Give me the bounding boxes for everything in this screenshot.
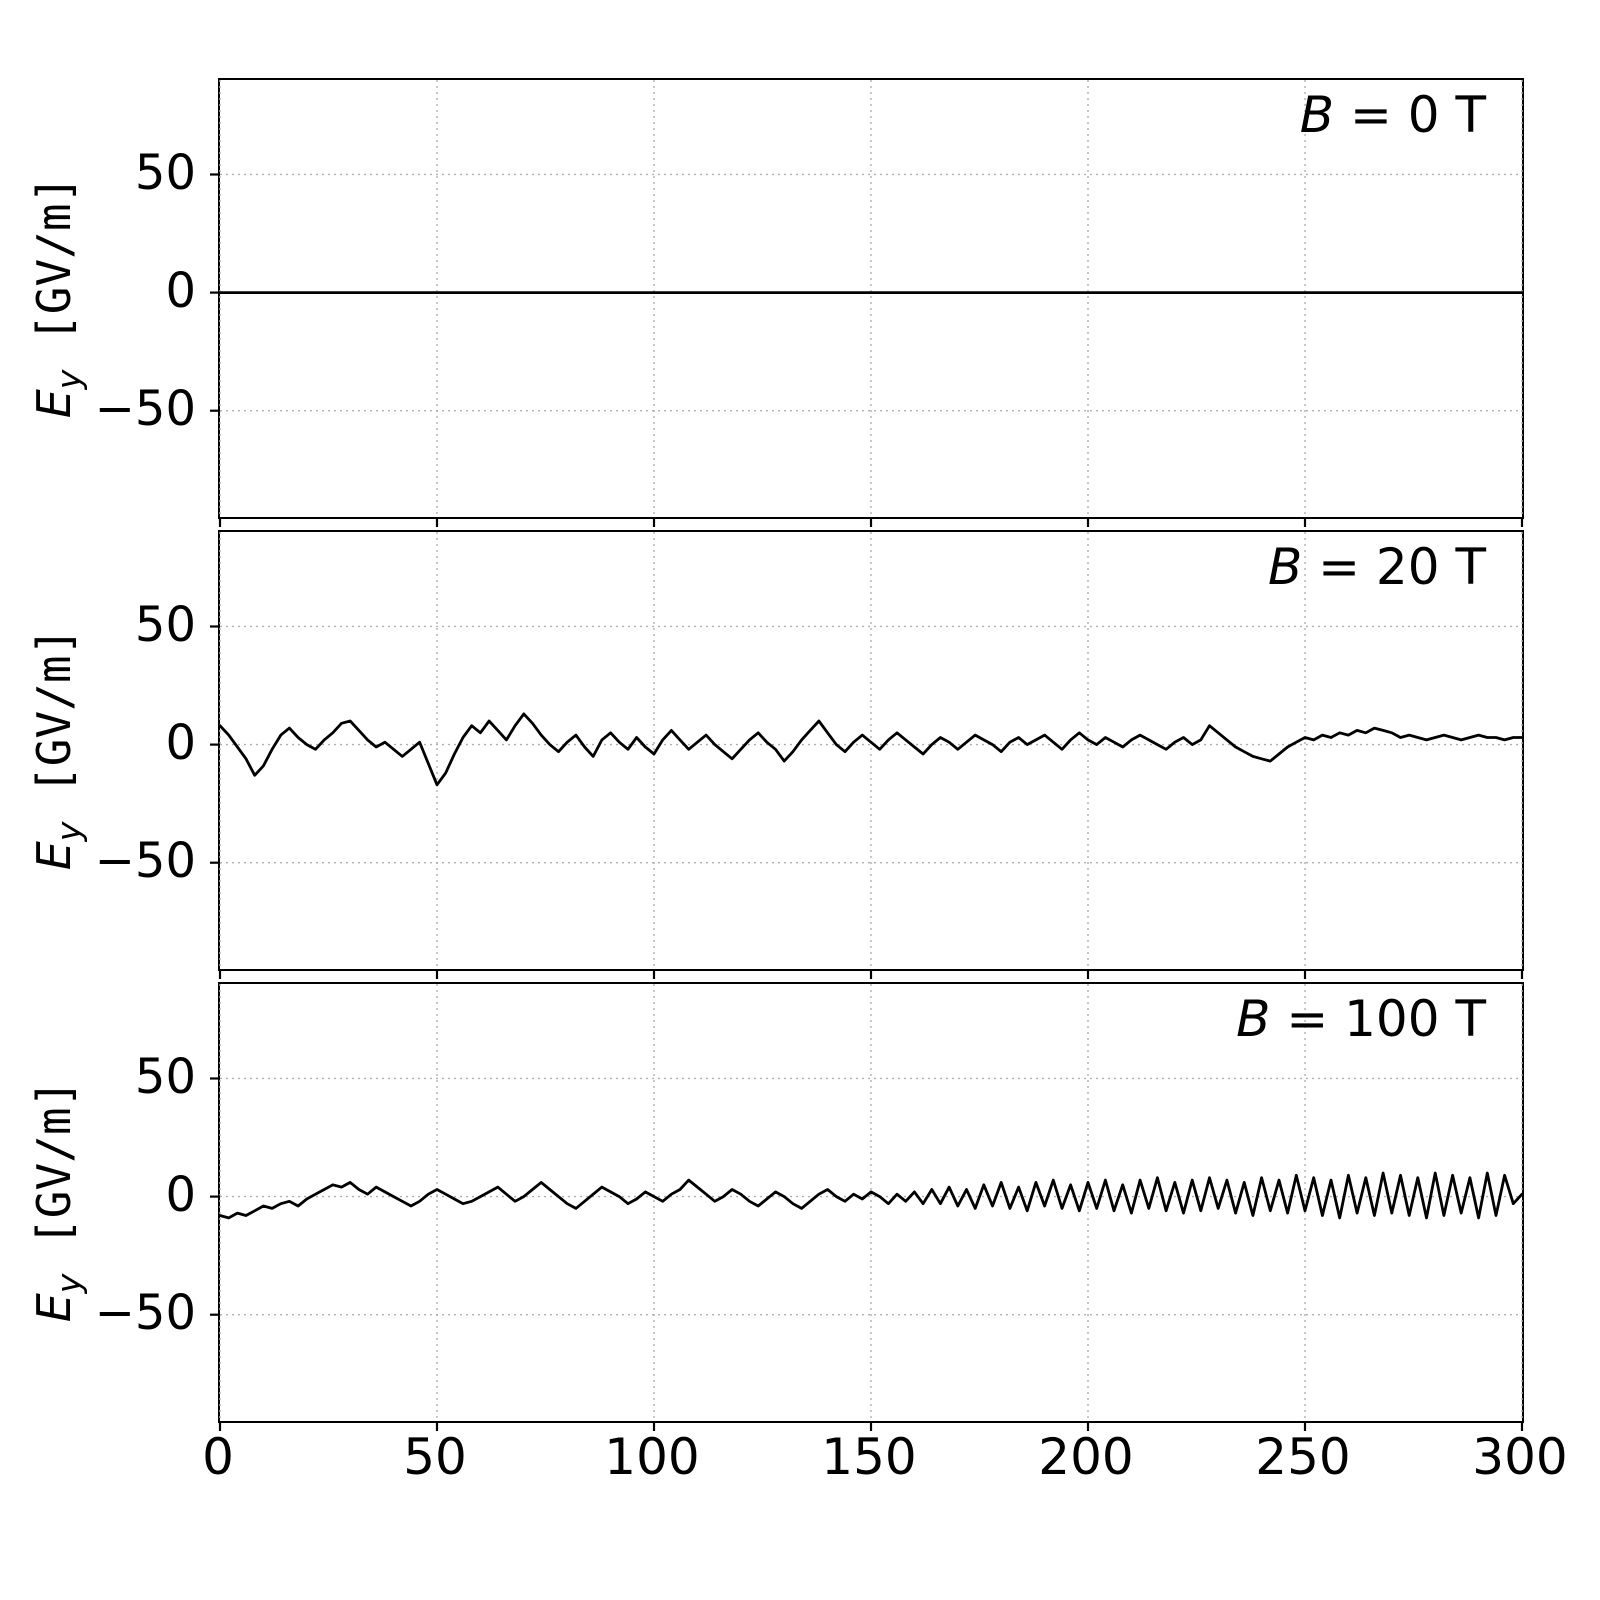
plot-area-b0 — [210, 78, 1524, 527]
annotation-symbol: B — [1299, 86, 1335, 144]
x-tick-label: 0 — [202, 1428, 234, 1486]
y-tick-label: 0 — [165, 1167, 196, 1223]
plot-area-b20 — [210, 530, 1524, 979]
annotation-text: = 100 T — [1270, 990, 1486, 1048]
y-tick-label: −50 — [94, 833, 196, 889]
y-tick-label: 0 — [165, 263, 196, 319]
annotation-text: = 20 T — [1302, 538, 1486, 596]
annotation-symbol: B — [1267, 538, 1303, 596]
x-tick-label: 150 — [821, 1428, 917, 1486]
y-tick-label: 50 — [134, 145, 196, 201]
y-tick-label: 50 — [134, 597, 196, 653]
x-axis-tick-labels: 0 50 100 150 200 250 300 — [0, 1432, 1600, 1502]
data-line — [218, 1171, 1524, 1220]
panel-annotation: B = 100 T — [1236, 994, 1486, 1044]
x-tick-label: 300 — [1472, 1428, 1568, 1486]
panel-b0: Ey [GV/m] 50 0 −50 B = 0 T — [0, 78, 1600, 527]
y-tick-label: 0 — [165, 715, 196, 771]
y-tick-label: −50 — [94, 1285, 196, 1341]
x-tick-label: 250 — [1255, 1428, 1351, 1486]
x-tick-label: 100 — [604, 1428, 700, 1486]
panel-annotation: B = 0 T — [1300, 90, 1486, 140]
annotation-symbol: B — [1236, 990, 1271, 1048]
panel-b20: Ey [GV/m] 50 0 −50 B = 20 T — [0, 530, 1600, 979]
x-tick-label: 200 — [1038, 1428, 1134, 1486]
annotation-text: = 0 T — [1334, 86, 1486, 144]
panel-b100: Ey [GV/m] 50 0 −50 B = 100 T — [0, 982, 1600, 1431]
x-tick-label: 50 — [403, 1428, 467, 1486]
plot-area-b100 — [210, 982, 1524, 1431]
y-tick-label: 50 — [134, 1049, 196, 1105]
panel-annotation: B = 20 T — [1268, 542, 1486, 592]
data-line — [218, 712, 1524, 787]
y-tick-label: −50 — [94, 381, 196, 437]
